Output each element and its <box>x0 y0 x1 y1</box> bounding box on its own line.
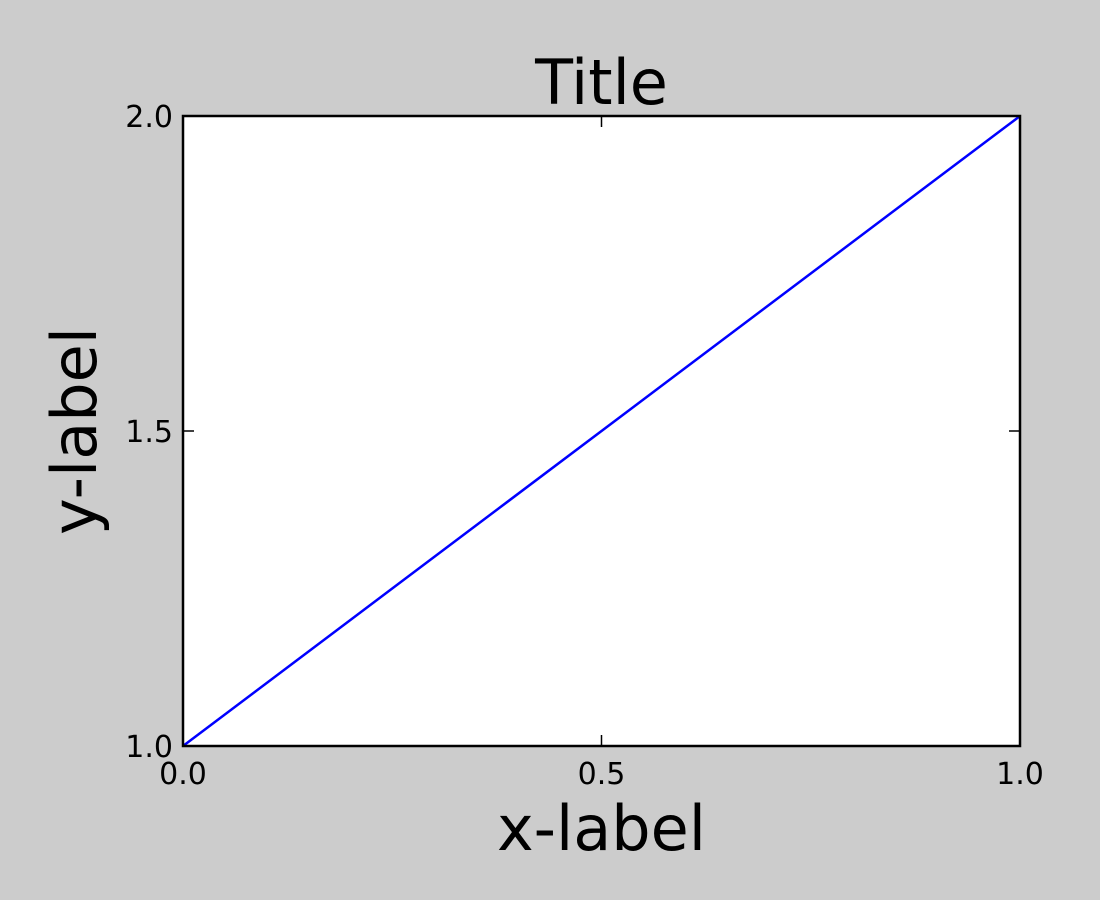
y-axis-title: y-label <box>38 327 111 535</box>
x-tick-label: 0.0 <box>159 757 207 792</box>
x-tick-label: 0.5 <box>578 757 626 792</box>
x-axis-title: x-label <box>497 792 706 865</box>
y-tick-label: 1.5 <box>125 415 173 450</box>
y-tick-label: 2.0 <box>125 100 173 135</box>
y-tick-label: 1.0 <box>125 730 173 765</box>
x-tick-label: 1.0 <box>996 757 1044 792</box>
chart-title: Title <box>534 46 668 119</box>
series-line-0 <box>182 115 1021 747</box>
axes-frame <box>181 114 1022 748</box>
series-layer <box>182 115 1021 747</box>
